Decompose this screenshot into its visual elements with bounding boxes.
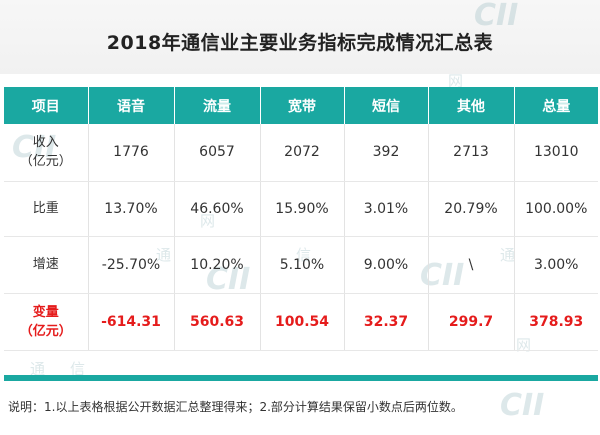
summary-table: 项目 语音 流量 宽带 短信 其他 总量 收入 （亿元） 1776 6057 2… xyxy=(4,87,598,351)
table-cell: 378.93 xyxy=(514,293,598,351)
column-header-total: 总量 xyxy=(514,87,598,124)
row-label-line2: （亿元） xyxy=(19,323,72,339)
table-cell: 2072 xyxy=(260,124,345,182)
table-cell: 10.20% xyxy=(174,236,261,294)
summary-table-container: 项目 语音 流量 宽带 短信 其他 总量 收入 （亿元） 1776 6057 2… xyxy=(4,87,598,351)
column-header-traffic: 流量 xyxy=(174,87,261,124)
table-cell: 32.37 xyxy=(344,293,429,351)
footnote: 说明：1.以上表格根据公开数据汇总整理得来；2.部分计算结果保留小数点后两位数。 xyxy=(8,400,463,414)
table-cell: 2713 xyxy=(428,124,515,182)
row-label-line1: 增速 xyxy=(32,257,59,272)
table-cell: 20.79% xyxy=(428,181,515,237)
table-cell: 3.00% xyxy=(514,236,598,294)
title-band xyxy=(0,0,600,74)
table-row-revenue: 收入 （亿元） 1776 6057 2072 392 2713 13010 xyxy=(4,124,598,182)
table-row-change: 变量 （亿元） -614.31 560.63 100.54 32.37 299.… xyxy=(4,293,598,351)
row-label-line1: 比重 xyxy=(32,201,59,216)
table-cell: 15.90% xyxy=(260,181,345,237)
table-bottom-bar xyxy=(4,375,598,381)
table-row-growth: 增速 -25.70% 10.20% 5.10% 9.00% \ 3.00% xyxy=(4,236,598,294)
row-label: 收入 （亿元） xyxy=(4,124,89,182)
table-row-share: 比重 13.70% 46.60% 15.90% 3.01% 20.79% 100… xyxy=(4,181,598,237)
column-header-voice: 语音 xyxy=(88,87,175,124)
row-label-line2: （亿元） xyxy=(19,154,72,170)
row-label: 增速 xyxy=(4,236,89,294)
table-cell: 3.01% xyxy=(344,181,429,237)
table-cell: 6057 xyxy=(174,124,261,182)
table-cell: 100.00% xyxy=(514,181,598,237)
table-cell: 46.60% xyxy=(174,181,261,237)
table-cell: -25.70% xyxy=(88,236,175,294)
table-cell: 5.10% xyxy=(260,236,345,294)
table-cell: 299.7 xyxy=(428,293,515,351)
row-label-line1: 收入 xyxy=(32,135,59,151)
table-cell: 13010 xyxy=(514,124,598,182)
table-cell: 1776 xyxy=(88,124,175,182)
table-cell: \ xyxy=(428,236,515,294)
table-cell: 392 xyxy=(344,124,429,182)
table-cell: -614.31 xyxy=(88,293,175,351)
table-cell: 13.70% xyxy=(88,181,175,237)
row-label: 比重 xyxy=(4,181,89,237)
page-title: 2018年通信业主要业务指标完成情况汇总表 xyxy=(106,32,494,54)
column-header-item: 项目 xyxy=(4,87,89,124)
row-label-line1: 变量 xyxy=(32,304,59,320)
table-header-row: 项目 语音 流量 宽带 短信 其他 总量 xyxy=(4,87,598,124)
table-cell: 560.63 xyxy=(174,293,261,351)
table-cell: 100.54 xyxy=(260,293,345,351)
column-header-broadband: 宽带 xyxy=(260,87,345,124)
column-header-other: 其他 xyxy=(428,87,515,124)
row-label: 变量 （亿元） xyxy=(4,293,89,351)
watermark-logo: CII xyxy=(500,388,545,423)
table-cell: 9.00% xyxy=(344,236,429,294)
column-header-sms: 短信 xyxy=(344,87,429,124)
